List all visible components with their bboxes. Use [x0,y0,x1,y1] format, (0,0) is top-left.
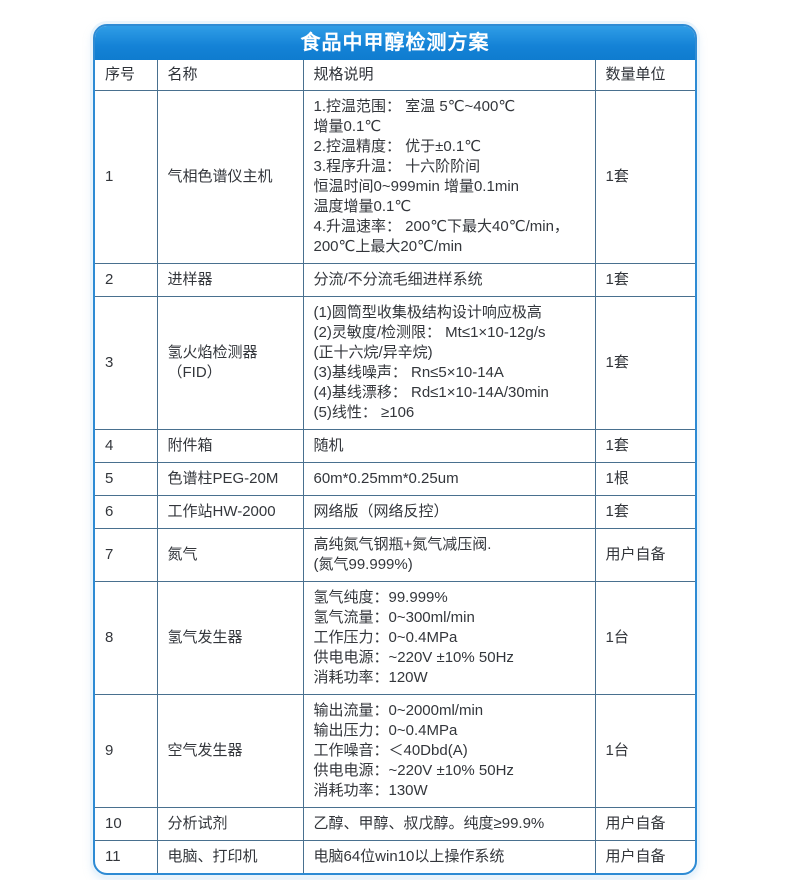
row-qty-cell: 用户自备 [594,528,695,582]
row-no-cell: 1 [95,90,158,264]
row-name-cell: 工作站HW-2000 [156,495,304,529]
row-spec-cell: 60m*0.25mm*0.25um [302,462,596,496]
row-spec-cell: 网络版（网络反控） [302,495,596,529]
row-no-cell: 3 [95,296,158,430]
table-row: 7 氮气 高纯氮气钢瓶+氮气减压阀. (氮气99.999%) 用户自备 [95,528,695,582]
row-no-cell: 7 [95,528,158,582]
spec-table: 序号 名称 规格说明 数量单位 1 气相色谱仪主机 1.控温范围： 室温 5℃~… [95,59,695,873]
row-no-cell: 4 [95,429,158,463]
row-no-cell: 5 [95,462,158,496]
table-row: 6 工作站HW-2000 网络版（网络反控） 1套 [95,495,695,529]
table-header-row: 序号 名称 规格说明 数量单位 [95,59,695,91]
row-spec-cell: 分流/不分流毛细进样系统 [302,263,596,297]
header-spec: 规格说明 [302,59,596,91]
row-spec-cell: 1.控温范围： 室温 5℃~400℃ 增量0.1℃ 2.控温精度： 优于±0.1… [302,90,596,264]
row-name-cell: 氮气 [156,528,304,582]
table-row: 11 电脑、打印机 电脑64位win10以上操作系统 用户自备 [95,840,695,873]
row-no-cell: 6 [95,495,158,529]
row-name-cell: 附件箱 [156,429,304,463]
row-name-cell: 色谱柱PEG-20M [156,462,304,496]
spec-table-card: 食品中甲醇检测方案 序号 名称 规格说明 数量单位 1 气相色谱仪主机 1.控温… [93,24,697,875]
row-name-cell: 空气发生器 [156,694,304,808]
row-name-cell: 氢火焰检测器（FID） [156,296,304,430]
row-spec-cell: 输出流量：0~2000ml/min 输出压力：0~0.4MPa 工作噪音：＜40… [302,694,596,808]
table-row: 9 空气发生器 输出流量：0~2000ml/min 输出压力：0~0.4MPa … [95,694,695,808]
row-spec-cell: 氢气纯度：99.999% 氢气流量：0~300ml/min 工作压力：0~0.4… [302,581,596,695]
table-row: 4 附件箱 随机 1套 [95,429,695,463]
table-row: 1 气相色谱仪主机 1.控温范围： 室温 5℃~400℃ 增量0.1℃ 2.控温… [95,90,695,264]
row-name-cell: 气相色谱仪主机 [156,90,304,264]
table-row: 5 色谱柱PEG-20M 60m*0.25mm*0.25um 1根 [95,462,695,496]
row-no-cell: 8 [95,581,158,695]
row-name-cell: 氢气发生器 [156,581,304,695]
row-qty-cell: 1套 [594,296,695,430]
table-row: 2 进样器 分流/不分流毛细进样系统 1套 [95,263,695,297]
row-qty-cell: 1套 [594,429,695,463]
row-no-cell: 11 [95,840,158,873]
row-spec-cell: 乙醇、甲醇、叔戊醇。纯度≥99.9% [302,807,596,841]
row-spec-cell: (1)圆筒型收集极结构设计响应极高 (2)灵敏度/检测限： Mt≤1×10-12… [302,296,596,430]
row-no-cell: 9 [95,694,158,808]
row-no-cell: 10 [95,807,158,841]
row-name-cell: 电脑、打印机 [156,840,304,873]
row-qty-cell: 用户自备 [594,807,695,841]
header-no: 序号 [95,59,158,91]
row-no-cell: 2 [95,263,158,297]
row-qty-cell: 1套 [594,263,695,297]
row-qty-cell: 1套 [594,90,695,264]
table-row: 8 氢气发生器 氢气纯度：99.999% 氢气流量：0~300ml/min 工作… [95,581,695,695]
row-qty-cell: 1套 [594,495,695,529]
row-name-cell: 分析试剂 [156,807,304,841]
row-qty-cell: 1台 [594,581,695,695]
row-name-cell: 进样器 [156,263,304,297]
row-qty-cell: 1台 [594,694,695,808]
table-row: 3 氢火焰检测器（FID） (1)圆筒型收集极结构设计响应极高 (2)灵敏度/检… [95,296,695,430]
header-qty: 数量单位 [594,59,695,91]
row-spec-cell: 高纯氮气钢瓶+氮气减压阀. (氮气99.999%) [302,528,596,582]
row-qty-cell: 1根 [594,462,695,496]
row-spec-cell: 随机 [302,429,596,463]
table-row: 10 分析试剂 乙醇、甲醇、叔戊醇。纯度≥99.9% 用户自备 [95,807,695,841]
row-spec-cell: 电脑64位win10以上操作系统 [302,840,596,873]
table-title: 食品中甲醇检测方案 [95,26,695,60]
row-qty-cell: 用户自备 [594,840,695,873]
header-name: 名称 [156,59,304,91]
